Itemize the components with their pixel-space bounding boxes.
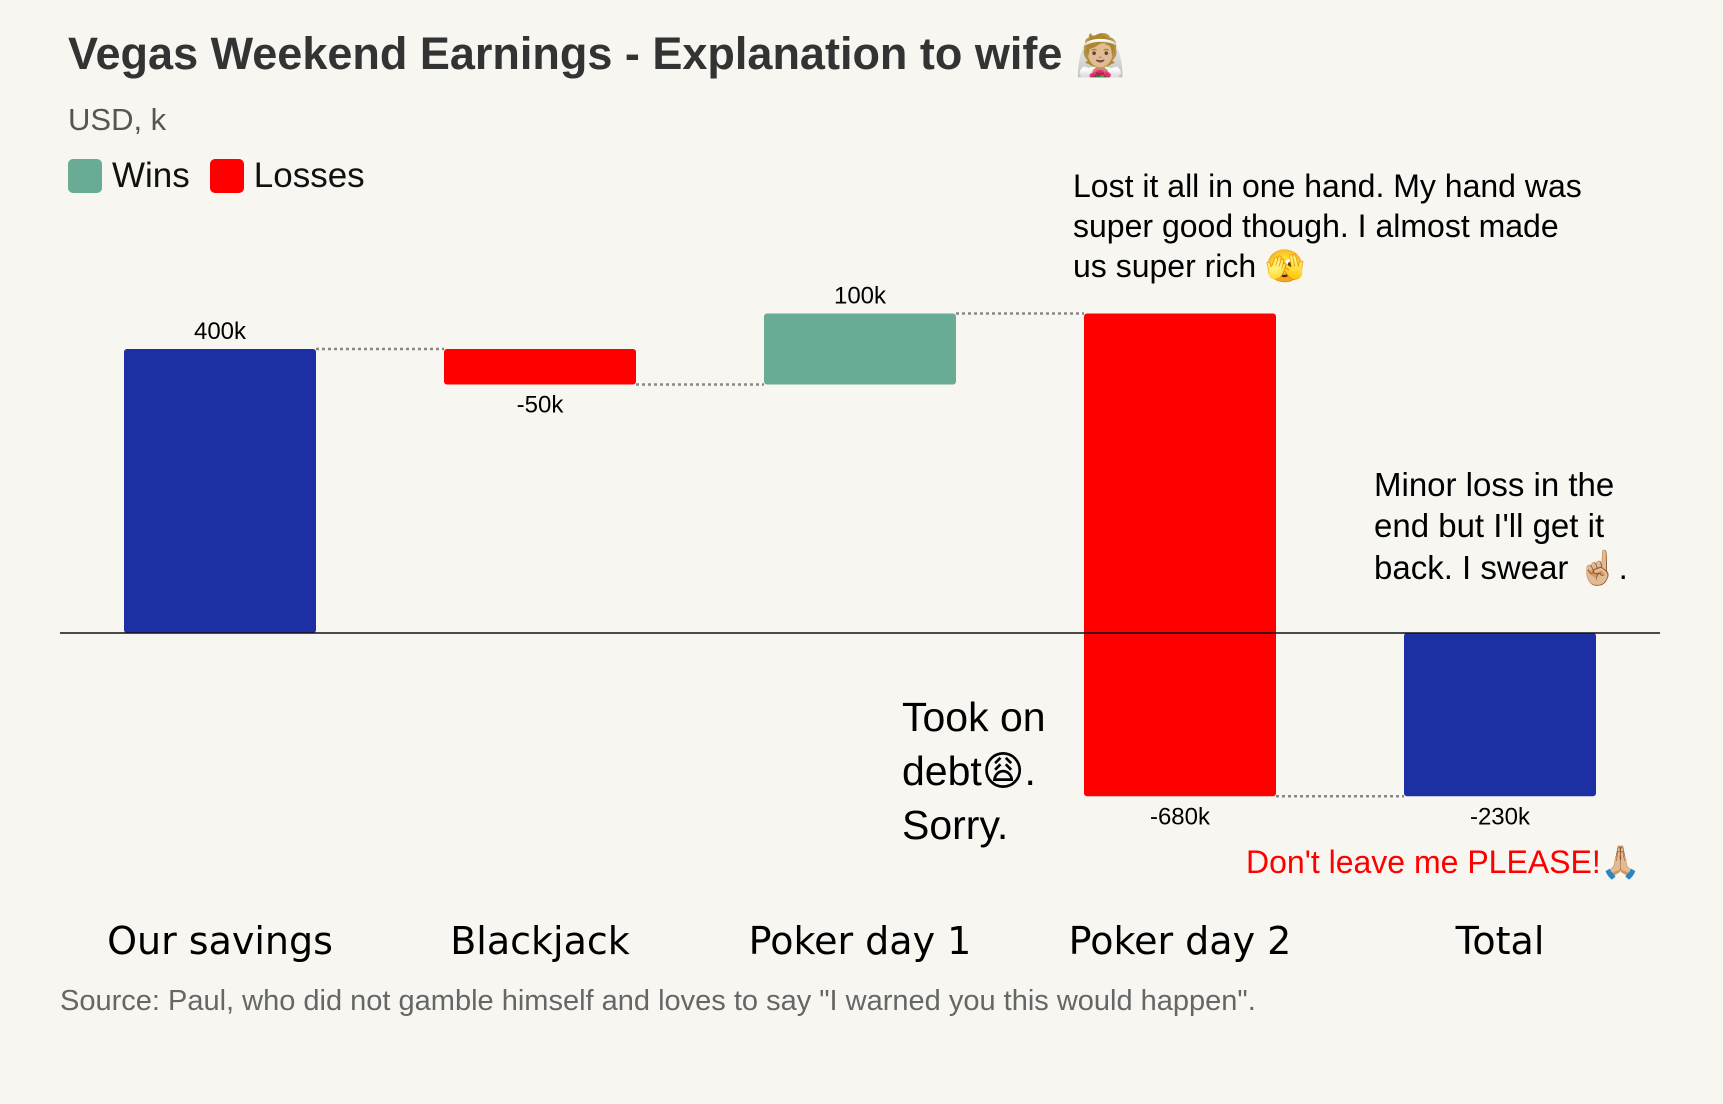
title-text: Vegas Weekend Earnings - Explanation to … xyxy=(68,28,1063,79)
chart-title: Vegas Weekend Earnings - Explanation to … xyxy=(68,28,1125,80)
bar-poker-day-1 xyxy=(764,313,956,385)
legend-swatch-losses xyxy=(209,159,244,193)
data-labels: 400k -50k 100k -680k -230k xyxy=(194,283,1531,831)
data-label-poker-day-2: -680k xyxy=(1150,803,1211,830)
annotation-debt: Took on debt😩. Sorry. xyxy=(902,694,1046,849)
legend-label-losses: Losses xyxy=(253,156,365,195)
category-label-poker-day-2: Poker day 2 xyxy=(1069,919,1292,963)
legend-item-losses: Losses xyxy=(209,156,365,196)
bar-blackjack xyxy=(444,349,636,385)
legend-item-wins: Wins xyxy=(68,156,190,196)
category-labels: Our savings Blackjack Poker day 1 Poker day… xyxy=(107,919,1544,963)
legend-swatch-wins xyxy=(68,159,102,193)
bar-poker-day-2 xyxy=(1084,313,1276,797)
annotation-total: Minor loss in the end but I'll get it ba… xyxy=(1374,466,1628,586)
data-label-our-savings: 400k xyxy=(194,318,247,345)
bars xyxy=(124,313,1596,797)
bride-icon: 👰🏼 xyxy=(1074,32,1126,78)
chart-subtitle: USD, k xyxy=(68,102,167,137)
bar-our-savings xyxy=(124,349,316,633)
category-label-our-savings: Our savings xyxy=(107,919,333,963)
legend: Wins Losses xyxy=(68,156,385,196)
data-label-poker-day-1: 100k xyxy=(834,283,887,310)
bar-total xyxy=(1404,633,1596,797)
legend-label-wins: Wins xyxy=(112,156,190,195)
category-label-blackjack: Blackjack xyxy=(450,919,630,963)
category-label-poker-day-1: Poker day 1 xyxy=(749,919,972,963)
annotation-plea: Don't leave me PLEASE!🙏🏼 xyxy=(1246,844,1641,880)
data-label-total: -230k xyxy=(1470,803,1531,830)
category-label-total: Total xyxy=(1455,919,1545,963)
data-label-blackjack: -50k xyxy=(517,392,565,419)
source-note: Source: Paul, who did not gamble himself… xyxy=(60,985,1256,1017)
annotation-poker-day-2: Lost it all in one hand. My hand was sup… xyxy=(1073,168,1582,284)
